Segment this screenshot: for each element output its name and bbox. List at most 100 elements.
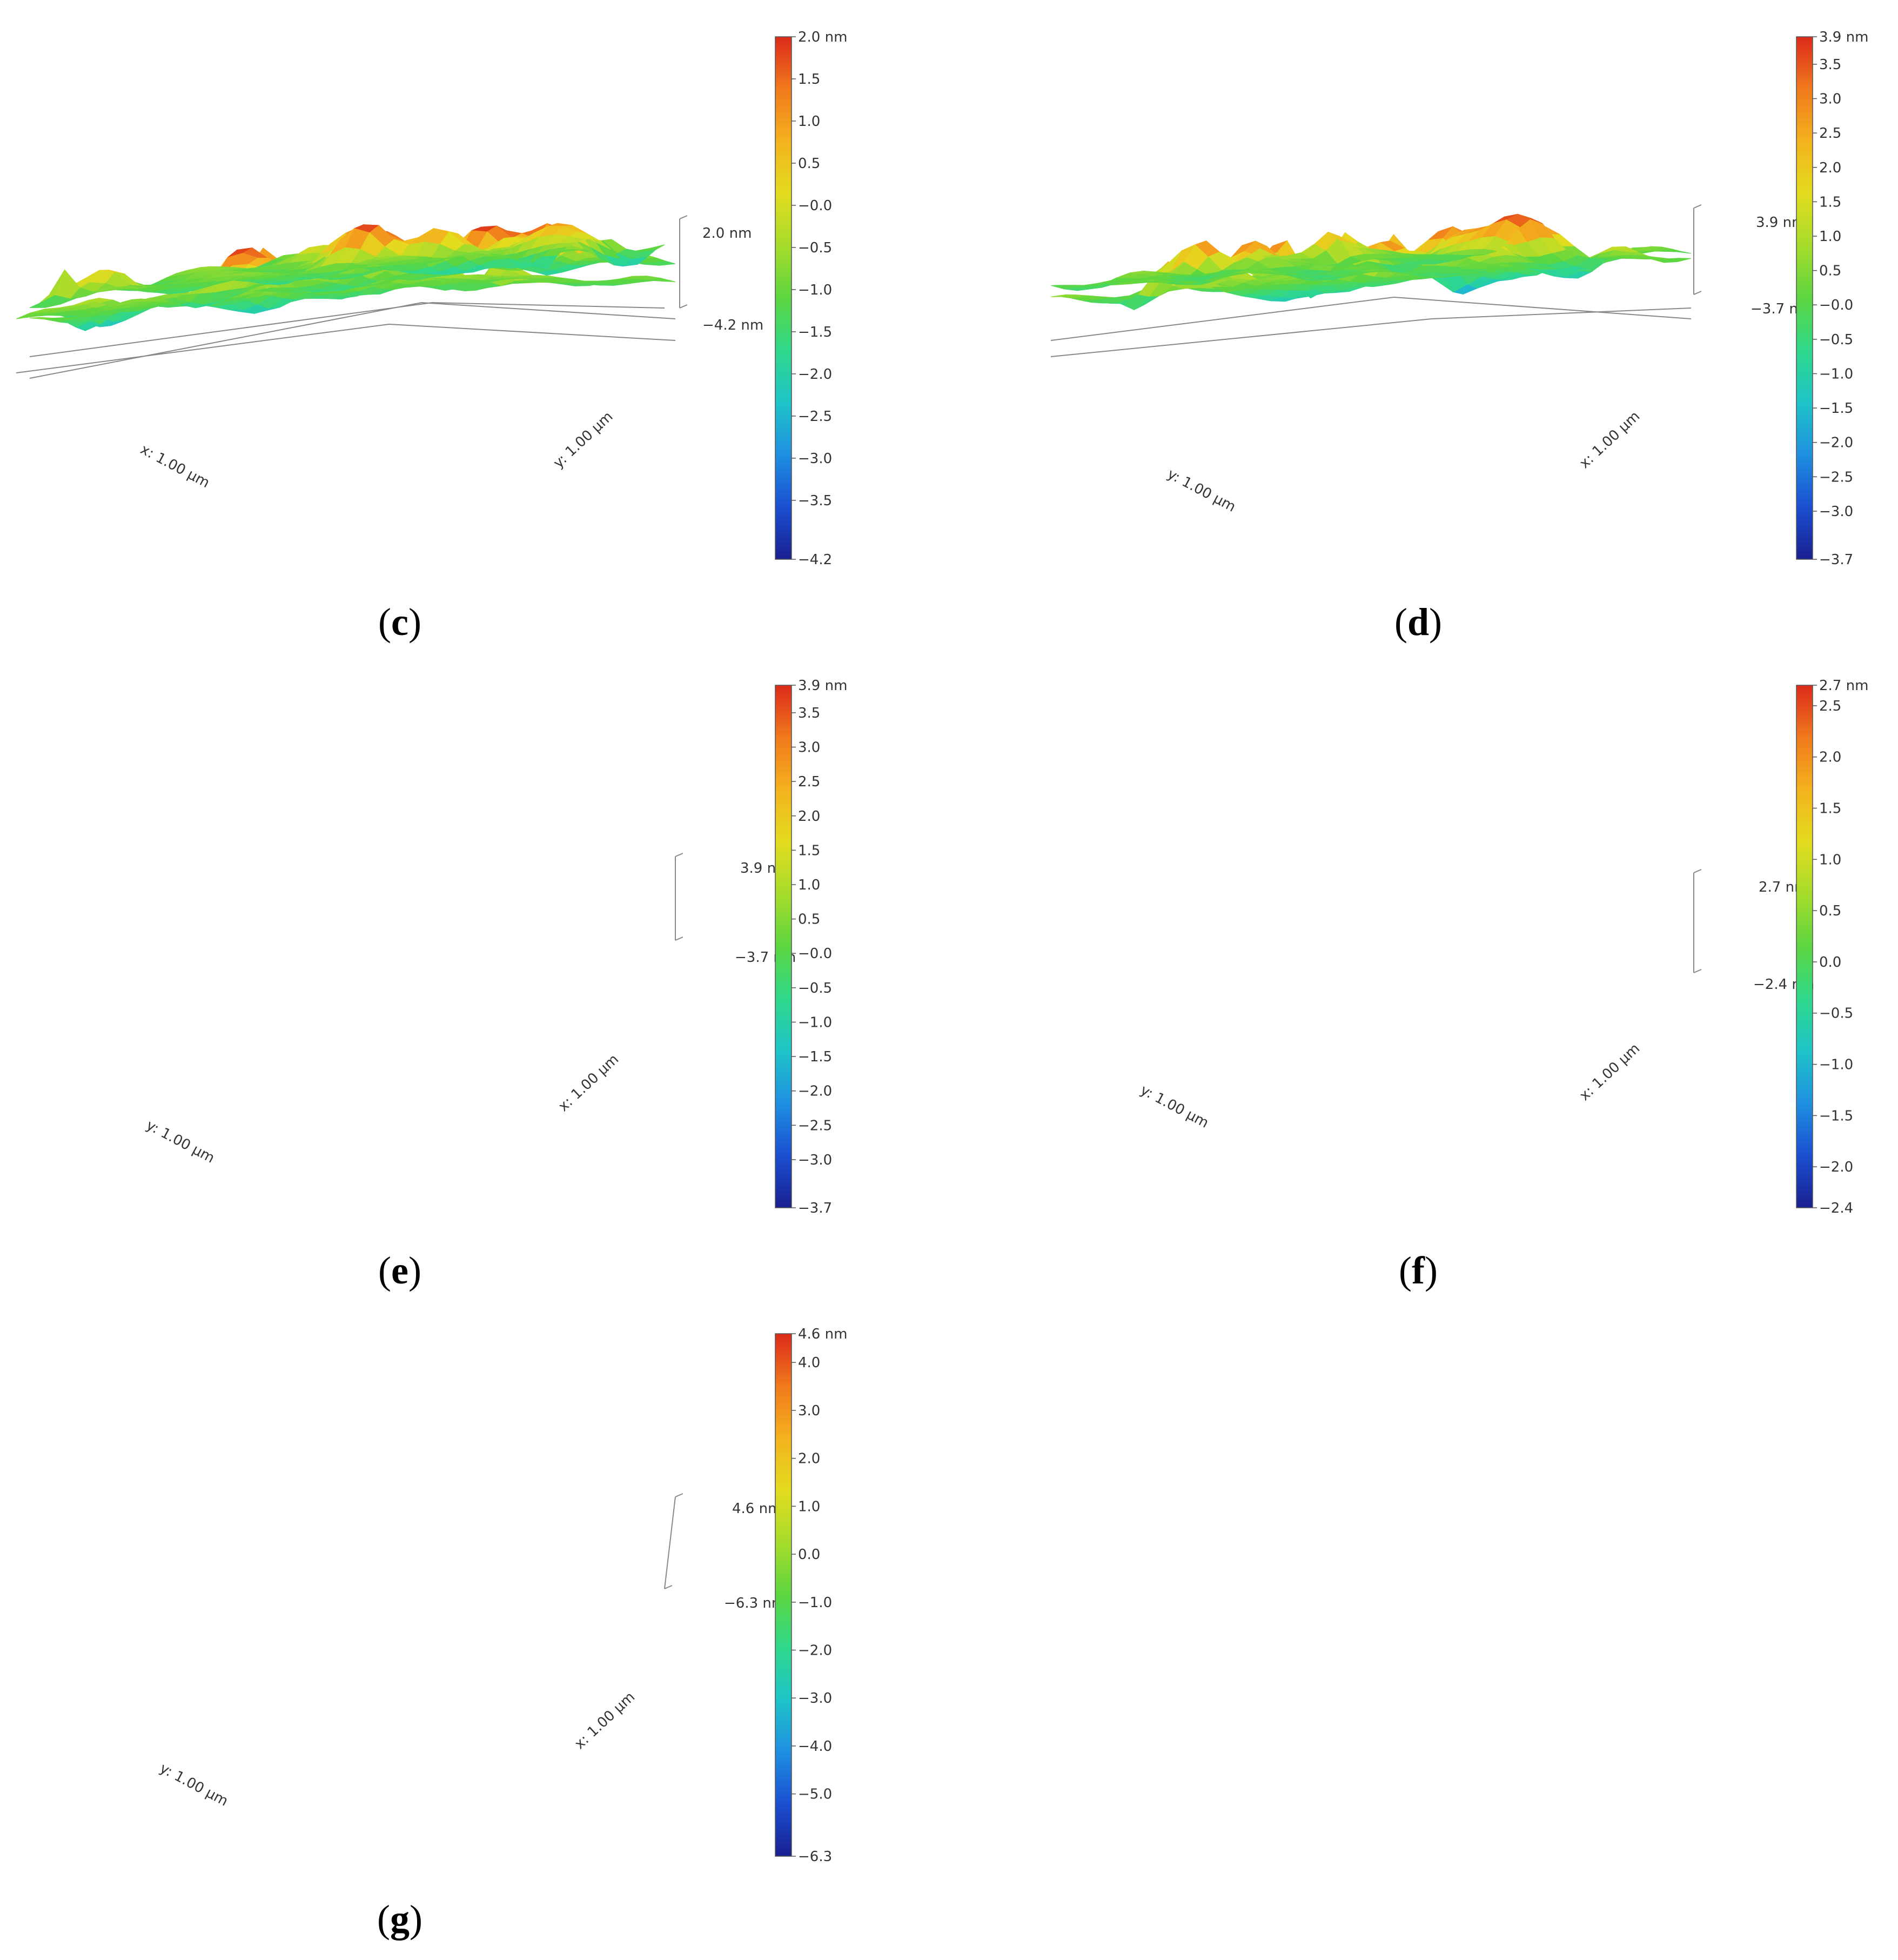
panel-label-letter: g [390, 1897, 410, 1941]
colorbar-tick-label: 3.0 [798, 740, 820, 756]
colorbar-d: 3.9 nm 3.5 3.0 2.5 2.0 1.5 1.0 0.5 −0.0 −0.5 −1.0 −… [1796, 29, 1868, 568]
colorbar-c: 2.0 nm 1.5 1.0 0.5 −0.0 −0.5 −1.0 −1.5 −2.0 −2.5 −… [775, 29, 847, 568]
panel-label-close: ) [410, 1897, 422, 1941]
axis-label-a: y: 1.00 µm [1165, 466, 1238, 516]
colorbar-tick-label: −0.5 [1819, 1006, 1853, 1022]
panel-f: y: 1.00 µmx: 1.00 µm2.7 nm−2.4 nm2.7 nm2… [1050, 213, 1868, 1292]
surface-facet [1380, 250, 1406, 255]
colorbar-tick-label: −1.0 [798, 282, 832, 298]
axis-label-b: x: 1.00 µm [555, 1051, 622, 1115]
colorbar-tick-label: 0.5 [1819, 263, 1841, 279]
colorbar-tick-label: 3.0 [798, 1403, 820, 1419]
surface-plot-f [1050, 213, 1692, 291]
colorbar-tick-label: −2.4 [1819, 1200, 1853, 1216]
z-axis-tick [679, 304, 688, 309]
colorbar-tick-label: −0.0 [1819, 297, 1853, 313]
axis-label-a: y: 1.00 µm [157, 1760, 231, 1810]
colorbar-tick-label: −0.5 [798, 980, 832, 996]
panel-e: y: 1.00 µmx: 1.00 µm3.9 nm−3.7 nm3.9 nm3… [29, 223, 847, 1292]
colorbar-tick-label: −5.0 [798, 1787, 832, 1803]
surface-facet [417, 256, 441, 261]
colorbar-e: 3.9 nm 3.5 3.0 2.5 2.0 1.5 1.0 0.5 −0.0 −0.5 −1.0 −… [775, 678, 847, 1216]
z-axis-tick [675, 853, 683, 857]
colorbar-tick-label: −2.5 [798, 409, 832, 425]
colorbar-tick-label: −2.0 [1819, 1159, 1853, 1175]
axis-label-b: x: 1.00 µm [1577, 408, 1643, 472]
colorbar-tick-label: 1.0 [798, 1499, 820, 1515]
z-axis-tick [1693, 204, 1702, 209]
colorbar-tick-label: −1.5 [798, 1049, 832, 1065]
base-axis-a [29, 302, 433, 357]
colorbar-tick-label: −1.0 [798, 1595, 832, 1611]
z-axis-tick [675, 936, 683, 941]
colorbar-tick-label: 3.9 nm [798, 678, 847, 694]
colorbar-gradient [775, 1333, 792, 1857]
colorbar-tick-label: −3.0 [1819, 504, 1853, 520]
base-axis-b [388, 324, 676, 341]
panel-label-letter: c [391, 600, 408, 644]
panel-label-close: ) [408, 1249, 421, 1292]
z-axis-tick [1693, 869, 1702, 873]
base-axis-b [421, 302, 676, 319]
colorbar-tick-label: −1.0 [1819, 366, 1853, 382]
colorbar-tick-label: 0.0 [1819, 954, 1841, 971]
colorbar-tick-label: −1.5 [1819, 1108, 1853, 1124]
colorbar-tick-label: 4.6 nm [798, 1326, 847, 1342]
axis-label-a: y: 1.00 µm [144, 1117, 217, 1167]
colorbar-tick-label: 1.0 [1819, 229, 1841, 245]
colorbar-tick-label: 1.5 [1819, 801, 1841, 817]
colorbar-tick-label: −0.0 [798, 946, 832, 962]
panel-g: y: 1.00 µmx: 1.00 µm4.6 nm−6.3 nm4.6 nm4… [29, 223, 847, 1941]
z-axis-tick [675, 1493, 683, 1497]
colorbar-tick-label: −0.5 [798, 240, 832, 256]
colorbar-tick-label: −0.0 [798, 198, 832, 214]
axis-label-a: x: 1.00 µm [138, 441, 212, 491]
colorbar-tick-label: −1.0 [1819, 1057, 1853, 1073]
panel-label-open: ( [378, 600, 391, 644]
colorbar-tick-label: 1.5 [1819, 194, 1841, 210]
panel-label-open: ( [1399, 1249, 1412, 1292]
colorbar-f: 2.7 nm 2.5 2.0 1.5 1.0 0.5 0.0 −0.5 −1.0 −1.5 −2.0… [1796, 678, 1868, 1216]
panel-label-d: (d) [1394, 600, 1442, 644]
colorbar-tick-label: −2.0 [798, 366, 832, 383]
colorbar-tick-label: −3.0 [798, 1690, 832, 1707]
panel-label-open: ( [1394, 600, 1407, 644]
colorbar-tick-label: −1.0 [798, 1014, 832, 1031]
colorbar-tick-label: −1.5 [798, 324, 832, 340]
axes-f: y: 1.00 µmx: 1.00 µm2.7 nm−2.4 nm [1050, 297, 1814, 1132]
colorbar-tick-label: 2.0 [798, 1451, 820, 1467]
z-axis-tick [1693, 969, 1702, 973]
colorbar-tick-label: 0.0 [798, 1547, 820, 1563]
colorbar-tick-label: −3.7 [1819, 552, 1853, 568]
z-max-label: 4.6 nm [732, 1501, 781, 1517]
panel-label-g: (g) [377, 1897, 422, 1941]
base-axis-a [16, 324, 390, 373]
colorbar-tick-label: −3.0 [798, 451, 832, 467]
panel-c: x: 1.00 µm y: 1.00 µm 2.0 nm −4.2 nm 2.0 nm 1… [16, 29, 847, 644]
colorbar-tick-label: 2.0 nm [798, 29, 847, 45]
colorbar-tick-label: 2.7 nm [1819, 678, 1868, 694]
colorbar-gradient [775, 685, 792, 1208]
colorbar-tick-label: 3.5 [798, 705, 820, 721]
base-axis-b [1431, 307, 1692, 319]
colorbar-tick-label: −2.5 [798, 1118, 832, 1134]
colorbar-tick-label: 0.5 [798, 156, 820, 172]
panel-label-c: (c) [378, 600, 421, 644]
panel-label-close: ) [1425, 1249, 1438, 1292]
colorbar-tick-label: −3.5 [798, 493, 832, 509]
colorbar-tick-label: −4.0 [798, 1738, 832, 1755]
z-axis [664, 1496, 676, 1589]
colorbar-tick-label: 4.0 [798, 1355, 820, 1371]
colorbar-tick-label: −2.0 [798, 1643, 832, 1659]
axes-g: y: 1.00 µmx: 1.00 µm4.6 nm−6.3 nm [29, 302, 785, 1810]
colorbar-tick-label: 2.5 [798, 774, 820, 790]
colorbar-tick-label: 1.0 [798, 877, 820, 893]
colorbar-tick-label: 2.5 [1819, 125, 1841, 142]
colorbar-tick-label: 1.5 [798, 71, 820, 88]
colorbar-tick-label: 3.9 nm [1819, 29, 1868, 45]
surface-plot-g [29, 223, 665, 308]
axes-e: y: 1.00 µmx: 1.00 µm3.9 nm−3.7 nm [29, 302, 796, 1167]
colorbar-tick-label: 0.5 [1819, 903, 1841, 919]
colorbar-tick-label: 2.0 [798, 808, 820, 825]
colorbar-tick-label: 2.0 [1819, 750, 1841, 766]
